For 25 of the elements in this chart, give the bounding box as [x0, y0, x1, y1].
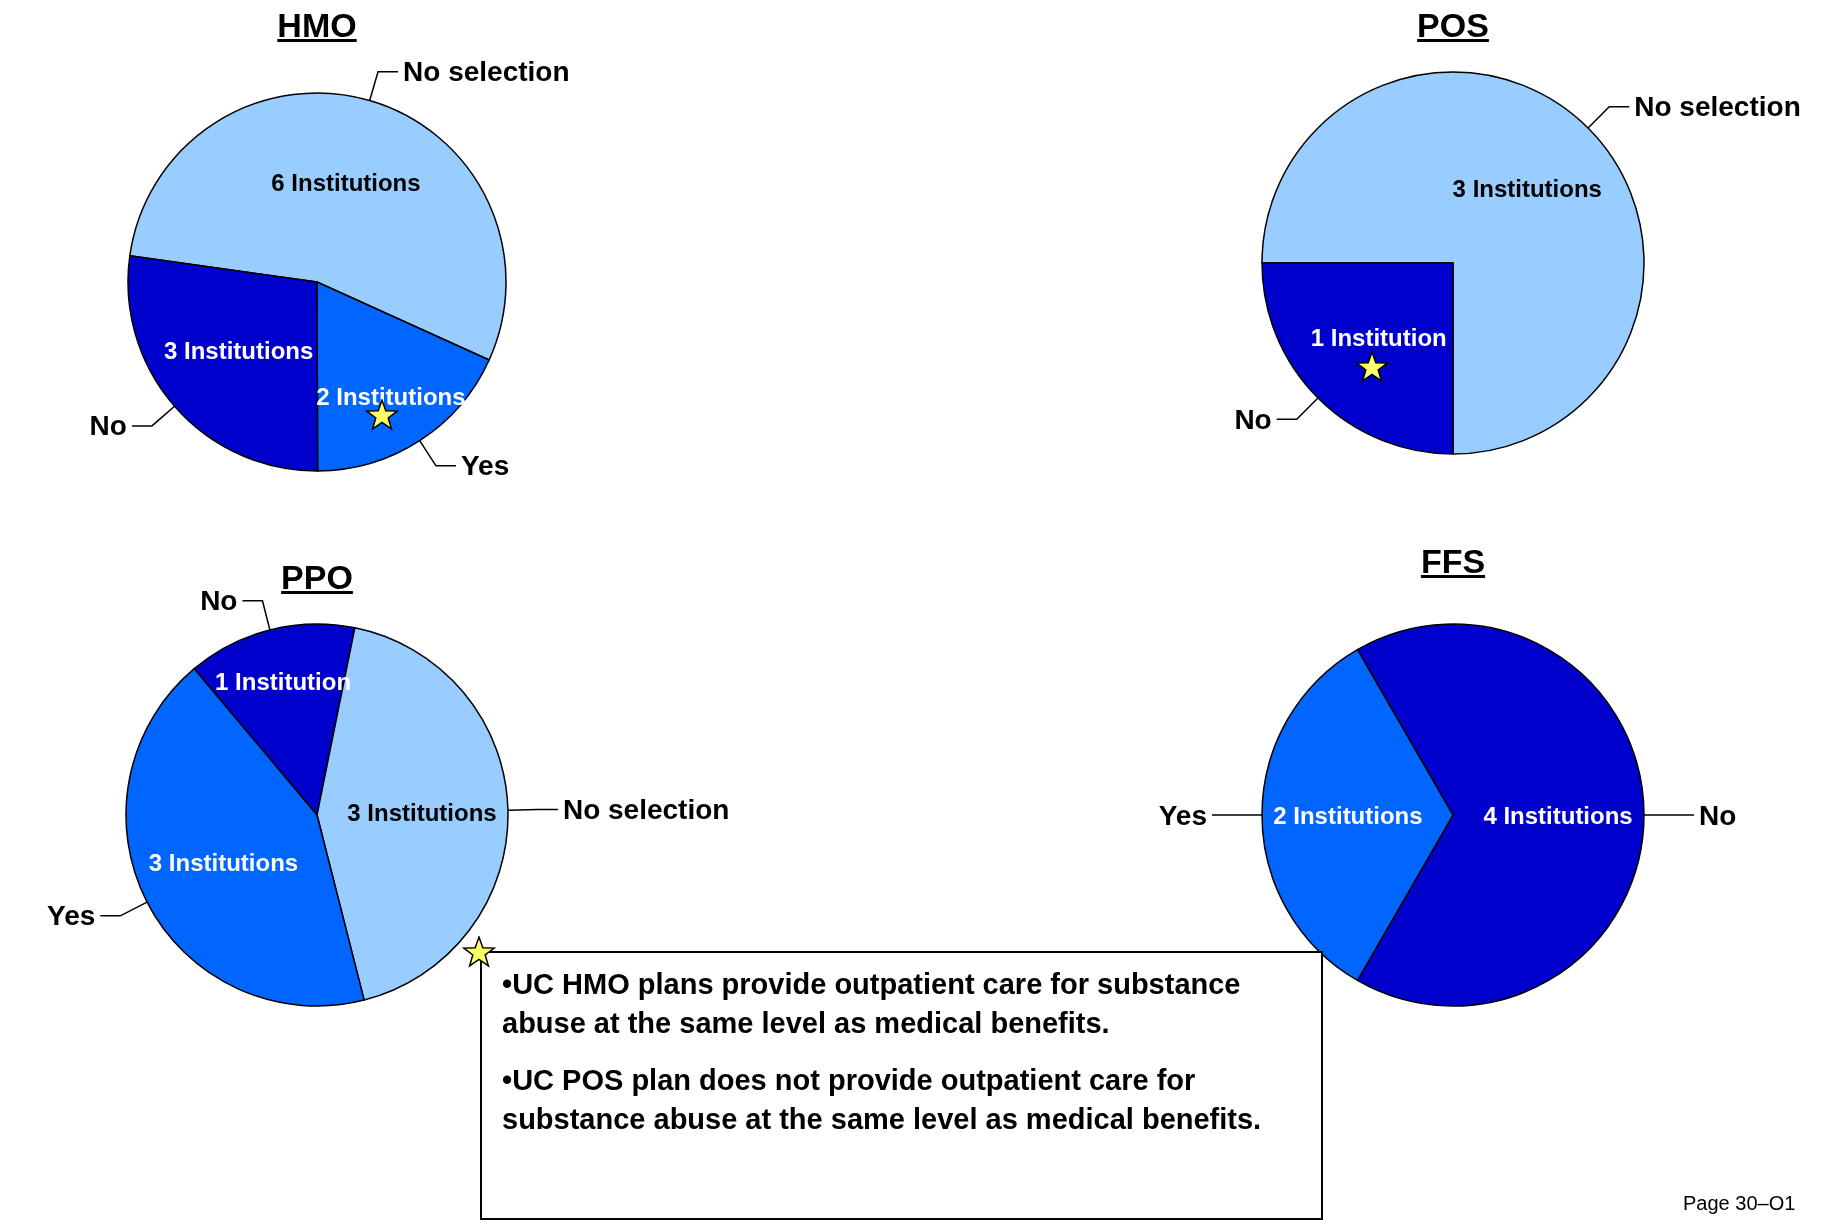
slice-label: Yes	[47, 900, 96, 932]
slice-label: Yes	[460, 450, 510, 482]
data-label: 4 Institutions	[1483, 801, 1633, 829]
slice-label: No	[1699, 799, 1737, 831]
chart-title: POS	[1417, 6, 1489, 45]
slice-label: No	[1234, 403, 1272, 435]
text: •UC POS plan does not provide outpatient care for substance abuse at the same level as medical benefits.	[502, 1063, 1263, 1137]
slice-label: Yes	[1158, 799, 1207, 831]
data-label: 3 Institutions	[1452, 175, 1602, 203]
data-label: 6 Institutions	[271, 168, 421, 196]
text: Page 30–O1	[1683, 1192, 1796, 1215]
data-label: 3 Institutions	[347, 798, 497, 826]
text: •UC HMO plans provide outpatient care for substance abuse at the same level as medical benefits.	[502, 967, 1242, 1041]
data-label: 1 Institution	[1310, 323, 1447, 351]
data-label: 3 Institutions	[163, 336, 314, 364]
chart-title: FFS	[1420, 542, 1486, 581]
slice-label: No selection	[1634, 91, 1801, 123]
slice-label: No	[200, 585, 238, 617]
chart-title: HMO	[277, 6, 357, 45]
data-label: 2 Institutions	[1273, 801, 1423, 829]
chart-title: PPO	[281, 558, 353, 597]
slice-label: No	[89, 410, 127, 442]
slice-label: No selection	[403, 56, 570, 88]
slice-label: No selection	[562, 793, 730, 825]
data-label: 3 Institutions	[148, 849, 299, 877]
